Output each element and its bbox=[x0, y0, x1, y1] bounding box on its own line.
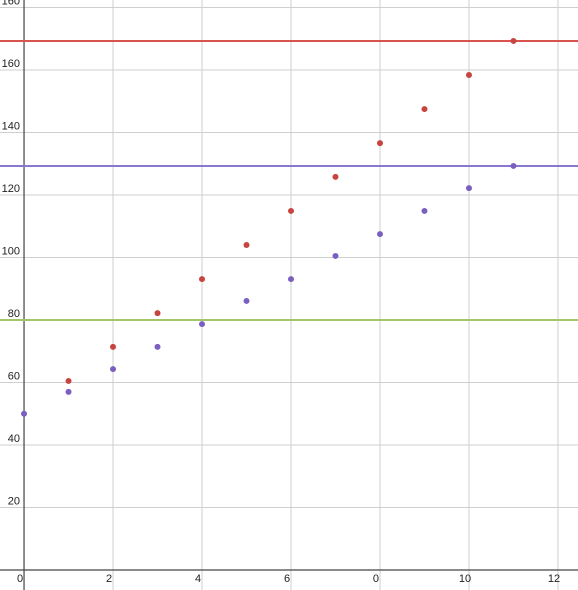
y-tick-label: 60 bbox=[8, 370, 20, 382]
point bbox=[110, 343, 117, 350]
point bbox=[376, 231, 383, 238]
point bbox=[510, 162, 517, 169]
point bbox=[332, 173, 339, 180]
y-tick-label: 160 bbox=[2, 58, 20, 70]
y-tick-label: 140 bbox=[2, 120, 20, 132]
x-tick-label: 6 bbox=[284, 573, 290, 585]
y-tick-label: 120 bbox=[2, 183, 20, 195]
point bbox=[199, 276, 206, 283]
y-tick-label: 160 bbox=[2, 0, 20, 7]
x-tick-label: 2 bbox=[106, 573, 112, 585]
point bbox=[421, 207, 428, 214]
point bbox=[21, 410, 28, 417]
point bbox=[465, 72, 472, 78]
y-tick-label: 20 bbox=[8, 495, 20, 507]
point bbox=[288, 276, 295, 283]
x-tick-label: 0 bbox=[17, 573, 23, 585]
point bbox=[332, 252, 339, 259]
y-tick-label: 40 bbox=[8, 433, 20, 445]
point bbox=[154, 343, 161, 350]
point bbox=[110, 366, 117, 373]
point bbox=[510, 37, 517, 44]
x-tick-label: 12 bbox=[548, 573, 560, 585]
point bbox=[288, 207, 295, 214]
point bbox=[199, 321, 206, 328]
x-tick-label: 0 bbox=[373, 573, 379, 585]
point bbox=[154, 310, 161, 317]
point bbox=[243, 297, 250, 304]
point bbox=[243, 242, 250, 248]
point bbox=[421, 106, 428, 113]
point bbox=[65, 388, 72, 395]
point bbox=[376, 140, 383, 147]
y-tick-label: 100 bbox=[2, 245, 20, 257]
point bbox=[65, 377, 72, 384]
x-tick-label: 4 bbox=[195, 573, 201, 585]
point bbox=[465, 185, 472, 192]
y-tick-label: 80 bbox=[8, 308, 20, 320]
x-tick-label: 10 bbox=[459, 573, 471, 585]
